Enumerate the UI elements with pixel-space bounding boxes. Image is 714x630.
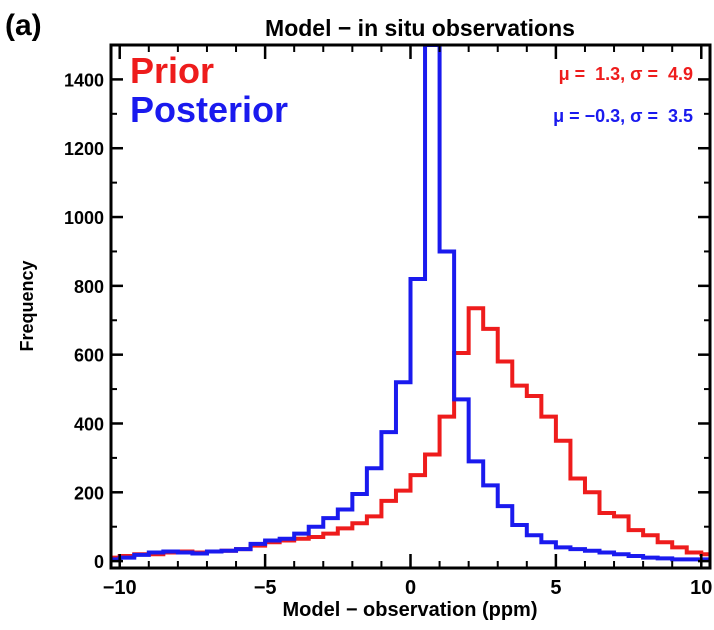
x-axis-label: Model − observation (ppm) [282,599,537,621]
chart-title: Model − in situ observations [265,15,575,41]
legend-posterior: Posterior [130,89,288,130]
prior-stats-annotation: μ = 1.3, σ = 4.9 [559,64,693,84]
y-tick-label: 400 [74,414,104,434]
axes-layer: 0 200 400 600 800 1000 1200 1400 −10 −5 0 5 10 [64,43,712,599]
posterior-stats-annotation: μ = −0.3, σ = 3.5 [553,106,693,126]
series-posterior-group [111,45,710,562]
x-tick-label: −10 [103,577,137,599]
x-tick-label: −5 [254,577,277,599]
series-prior-group [111,306,710,560]
y-tick-label: 800 [74,277,104,297]
y-tick-label: 600 [74,346,104,366]
x-tick-label: 0 [405,577,416,599]
y-tick-label: 1000 [64,208,104,228]
y-tick-label: 1200 [64,139,104,159]
y-tick-label: 0 [94,552,104,572]
series-layer [111,45,710,562]
x-tick-label: 5 [550,577,561,599]
series-posterior-step-line [111,45,710,562]
y-tick-label: 1400 [64,70,104,90]
panel-label: (a) [5,9,42,42]
y-axis-label: Frequency [17,260,37,351]
legend-prior: Prior [130,50,214,91]
y-tick-label: 200 [74,483,104,503]
x-tick-label: 10 [690,577,712,599]
